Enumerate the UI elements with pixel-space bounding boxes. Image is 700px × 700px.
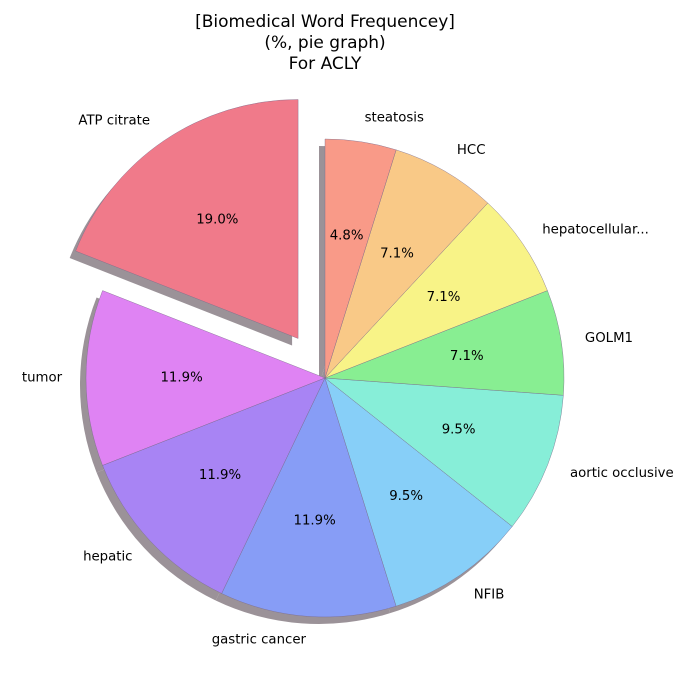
slice-label-nfib: NFIB [474,587,505,602]
slice-label-gastric-cancer: gastric cancer [212,633,307,648]
slice-layer [75,99,565,618]
slice-label-golm1: GOLM1 [585,331,633,346]
chart-title: [Biomedical Word Frequencey] (%, pie gra… [0,12,650,75]
pie-slice-tumor [85,290,326,466]
percent-label-hcc: 7.1% [380,246,414,261]
slice-label-hepatocellular: hepatocellular... [542,222,649,237]
slice-label-tumor: tumor [22,371,63,386]
slice-label-aortic-occlusive: aortic occlusive [570,466,674,481]
percent-label-golm1: 7.1% [450,349,484,364]
pie-slice-hepatic [102,377,326,594]
percent-label-layer: 19.0% 11.9% 11.9% 11.9% 9.5% 9.5% 7.1% 7.1% 7.1%… [160,212,483,528]
slice-label-hcc: HCC [457,143,486,158]
percent-label-aortic-occlusive: 9.5% [442,423,476,438]
chart-title-line-2: (%, pie graph) [264,33,386,53]
pie-slice-hcc [324,149,489,379]
chart-title-line-3: For ACLY [288,54,362,74]
percent-label-tumor: 11.9% [160,371,202,386]
pie-slice-aortic-occlusive [324,377,564,527]
percent-label-atp-citrate: 19.0% [196,212,238,227]
pie-slice-steatosis [324,138,397,379]
percent-label-hepatocellular: 7.1% [427,290,461,305]
pie-slice-golm1 [324,290,565,396]
percent-label-nfib: 9.5% [389,489,423,504]
chart-title-line-1: [Biomedical Word Frequencey] [195,12,455,32]
pie-slice-hepatocellular [324,202,548,379]
pie-slice-nfib [324,377,513,607]
percent-label-gastric-cancer: 11.9% [294,514,336,529]
pie-slice-atp-citrate [75,99,299,339]
percent-label-steatosis: 4.8% [330,229,364,244]
slice-label-layer: ATP citrate tumor hepatic gastric cancer NFI… [22,111,674,648]
slice-label-atp-citrate: ATP citrate [78,114,150,129]
slice-label-hepatic: hepatic [83,550,132,565]
pie-slice-gastric-cancer [221,377,397,618]
percent-label-hepatic: 11.9% [199,468,241,483]
slice-label-steatosis: steatosis [365,111,424,126]
